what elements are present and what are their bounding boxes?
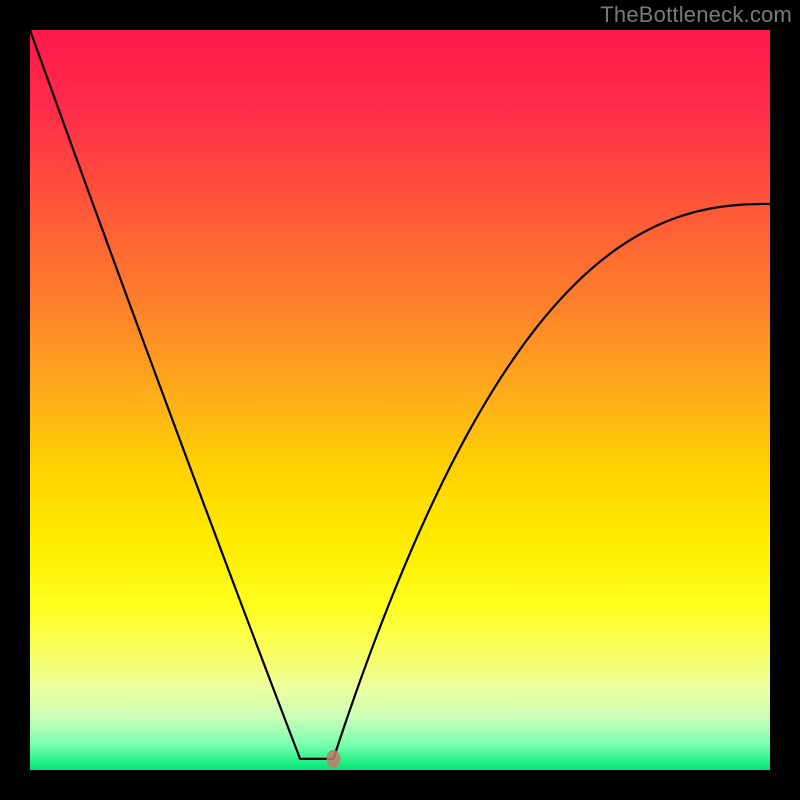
watermark-text: TheBottleneck.com [600, 2, 792, 28]
chart-root: TheBottleneck.com [0, 0, 800, 800]
minimum-marker [326, 750, 340, 768]
plot-area [30, 30, 770, 770]
curve-layer [30, 30, 770, 770]
bottleneck-curve [30, 30, 770, 759]
